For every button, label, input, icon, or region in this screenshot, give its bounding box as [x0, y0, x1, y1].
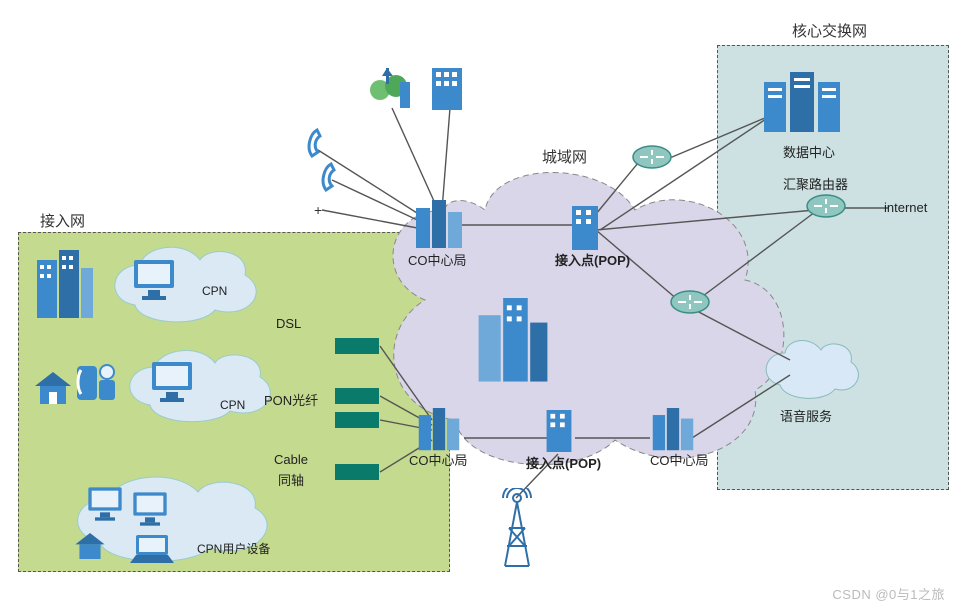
- pop-label: 接入点(POP): [555, 250, 630, 269]
- plus-icon: +: [314, 202, 322, 218]
- monitor-icon: [130, 258, 178, 302]
- handset-icon: [302, 128, 324, 158]
- servers-icon: [764, 72, 840, 134]
- co-icon: [648, 408, 698, 452]
- cable-label2: 同轴: [278, 470, 304, 489]
- monitor-icon: [85, 485, 125, 523]
- pon-label: PON光纤: [264, 390, 318, 409]
- house-icon: [75, 533, 105, 559]
- metro-label: 城域网: [542, 146, 587, 167]
- voice-label: 语音服务: [780, 406, 832, 425]
- router-icon: [806, 194, 846, 218]
- cable-label: Cable: [274, 452, 308, 467]
- co-icon: [414, 200, 464, 250]
- voice-cloud: [755, 335, 865, 405]
- monitor-icon: [148, 360, 196, 404]
- monitor-icon: [130, 490, 170, 528]
- access-label: 接入网: [40, 210, 85, 231]
- core-label: 核心交换网: [792, 20, 867, 41]
- phone-person-icon: [75, 358, 119, 404]
- onu-box-2: [335, 388, 379, 404]
- onu-box-4: [335, 464, 379, 480]
- cpn-label: CPN: [202, 284, 227, 298]
- buildings-icon: [470, 298, 556, 384]
- cell-tower-icon: [495, 488, 539, 568]
- co-label: CO中心局: [650, 450, 709, 469]
- dc-label: 数据中心: [783, 142, 835, 161]
- building-s-icon: [572, 206, 598, 250]
- cpn-label: CPN: [220, 398, 245, 412]
- cpn-cloud-2: [115, 345, 285, 430]
- internet-label: internet: [884, 200, 927, 215]
- handset-icon: [316, 162, 338, 192]
- onu-box-3: [335, 412, 379, 428]
- buildings-icon: [35, 250, 95, 320]
- co-icon: [414, 408, 464, 452]
- laptop-icon: [130, 535, 174, 565]
- co-label: CO中心局: [409, 450, 468, 469]
- dsl-label: DSL: [276, 316, 301, 331]
- pop-label: 接入点(POP): [526, 453, 601, 472]
- cpn-cloud-1: [100, 240, 270, 330]
- router-icon: [632, 145, 672, 169]
- watermark: CSDN @0与1之旅: [832, 584, 945, 603]
- co-label: CO中心局: [408, 250, 467, 269]
- house-icon: [35, 372, 71, 404]
- building-icon: [432, 68, 462, 110]
- building-s-icon: [546, 410, 572, 452]
- router-icon: [670, 290, 710, 314]
- park-icon: [368, 68, 412, 110]
- agg-label: 汇聚路由器: [783, 174, 848, 193]
- onu-box-1: [335, 338, 379, 354]
- network-diagram: +: [0, 0, 963, 611]
- cpn-label: CPN用户设备: [197, 540, 270, 557]
